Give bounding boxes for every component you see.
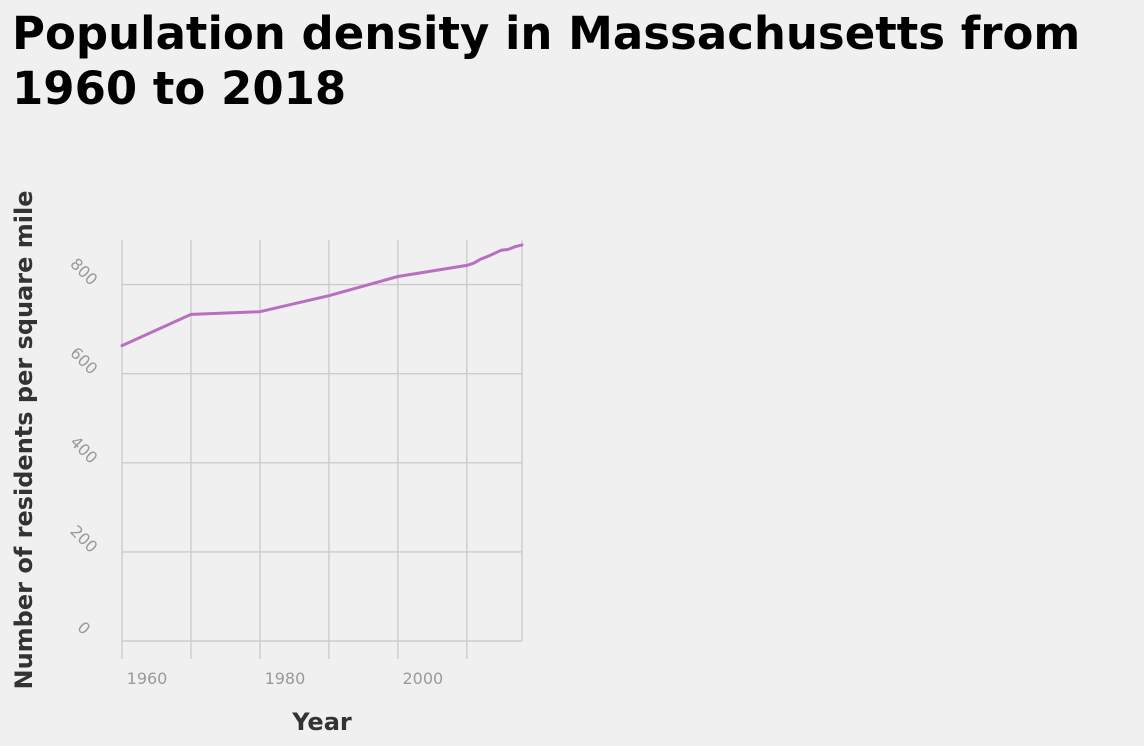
x-tick-label: 1960 xyxy=(127,669,168,688)
y-tick-label: 800 xyxy=(66,254,101,289)
x-tick-label: 2000 xyxy=(403,669,444,688)
chart-title: Population density in Massachusetts from… xyxy=(12,7,1081,115)
y-tick-label: 600 xyxy=(66,343,101,378)
x-axis-label: Year xyxy=(291,708,352,736)
y-tick-label: 400 xyxy=(66,432,101,467)
series-line xyxy=(120,243,524,348)
y-tick-label: 200 xyxy=(66,521,101,556)
gridlines xyxy=(121,240,523,659)
plot-area xyxy=(120,243,524,348)
y-axis-label: Number of residents per square mile xyxy=(10,191,38,690)
x-tick-label: 1980 xyxy=(265,669,306,688)
y-tick-label: 0 xyxy=(74,618,95,639)
y-axis-ticks: 0 200 400 600 800 xyxy=(66,254,101,638)
x-axis-ticks: 1960 1980 2000 xyxy=(127,669,444,688)
